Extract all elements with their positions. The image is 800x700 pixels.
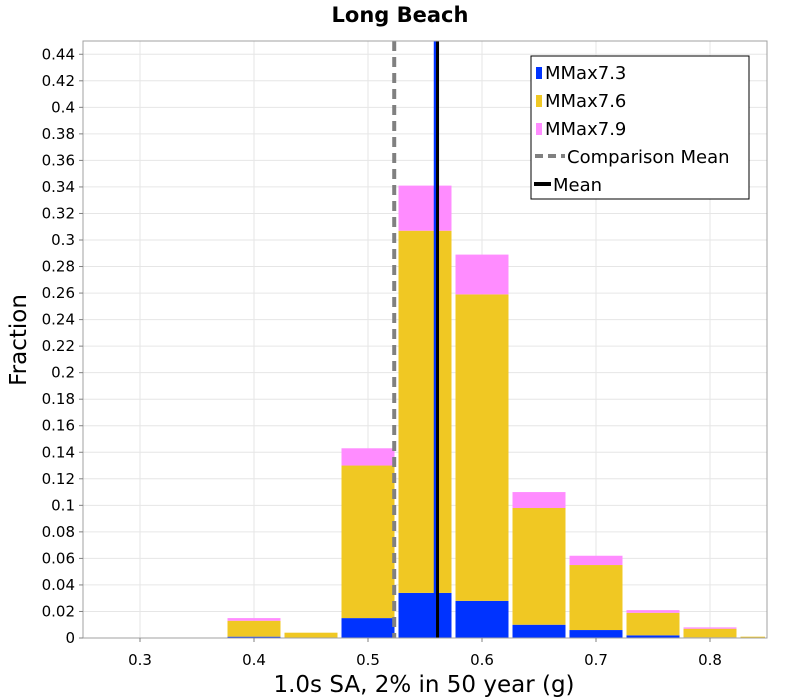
y-axis-label: Fraction xyxy=(6,294,32,386)
bar-mmax7-9-segment xyxy=(341,448,395,466)
y-tick-label: 0.32 xyxy=(42,204,75,222)
bar-mmax7-6-segment xyxy=(569,565,623,631)
bar-mmax7-6-segment xyxy=(626,612,680,636)
y-tick-label: 0.04 xyxy=(42,576,75,594)
bar-mmax7-6-segment xyxy=(227,620,281,637)
y-tick-label: 0.24 xyxy=(42,311,75,329)
y-tick-label: 0.2 xyxy=(51,364,75,382)
bar-mmax7-6-segment xyxy=(398,230,452,593)
chart-title: Long Beach xyxy=(332,3,469,27)
y-tick-label: 0.42 xyxy=(42,72,75,90)
y-tick-label: 0.06 xyxy=(42,549,75,567)
legend: MMax7.3 MMax7.6 MMax7.9 Comparison Mean Mean xyxy=(530,55,750,200)
bar-mmax7-3-segment xyxy=(398,592,452,638)
bar-mmax7-6-segment xyxy=(740,636,765,638)
bar-mmax7-9-segment xyxy=(569,555,623,566)
y-tick-label: 0.38 xyxy=(42,125,75,143)
y-tick-label: 0.08 xyxy=(42,523,75,541)
bar-mmax7-9-segment xyxy=(398,185,452,231)
bar-mmax7-3-segment xyxy=(227,636,281,638)
x-axis-label: 1.0s SA, 2% in 50 year (g) xyxy=(273,672,574,698)
bar-mmax7-3-segment xyxy=(626,635,680,638)
y-tick-label: 0.18 xyxy=(42,390,75,408)
bar-mmax7-6-segment xyxy=(455,294,509,601)
x-tick-label: 0.4 xyxy=(242,651,266,669)
bar-mmax7-9-segment xyxy=(227,618,281,621)
x-axis-ticks: 0.3 0.4 0.5 0.6 0.7 0.8 xyxy=(128,638,722,669)
x-tick-label: 0.6 xyxy=(470,651,494,669)
bar-mmax7-6-segment xyxy=(683,628,737,638)
y-tick-label: 0.26 xyxy=(42,284,75,302)
y-tick-label: 0.14 xyxy=(42,443,75,461)
y-tick-label: 0.3 xyxy=(51,231,75,249)
legend-label: Comparison Mean xyxy=(567,147,730,168)
y-tick-label: 0.36 xyxy=(42,151,75,169)
x-tick-label: 0.3 xyxy=(128,651,152,669)
bar-mmax7-6-segment xyxy=(284,632,338,638)
y-tick-label: 0.02 xyxy=(42,602,75,620)
legend-label: MMax7.3 xyxy=(545,63,626,84)
plot-frame xyxy=(82,40,768,639)
bar-mmax7-3-segment xyxy=(455,600,509,638)
bars-group xyxy=(227,185,765,638)
y-tick-label: 0.16 xyxy=(42,417,75,435)
y-tick-label: 0.1 xyxy=(51,496,75,514)
y-tick-label: 0.28 xyxy=(42,258,75,276)
y-tick-label: 0.44 xyxy=(42,45,75,63)
y-tick-label: 0 xyxy=(65,629,75,647)
legend-box xyxy=(530,55,750,200)
legend-label: Mean xyxy=(553,175,602,196)
mean-lines xyxy=(392,41,440,638)
bar-mmax7-6-segment xyxy=(512,507,566,625)
bar-mmax7-9-segment xyxy=(455,254,509,295)
y-tick-label: 0.4 xyxy=(51,98,75,116)
y-tick-label: 0.12 xyxy=(42,470,75,488)
bar-mmax7-3-segment xyxy=(512,624,566,638)
y-tick-label: 0.22 xyxy=(42,337,75,355)
bar-mmax7-6-segment xyxy=(341,465,395,619)
x-tick-label: 0.8 xyxy=(698,651,722,669)
y-tick-label: 0.34 xyxy=(42,178,75,196)
bar-mmax7-3-segment xyxy=(569,630,623,638)
bar-mmax7-3-segment xyxy=(341,618,395,638)
x-tick-label: 0.7 xyxy=(584,651,608,669)
x-tick-label: 0.5 xyxy=(356,651,380,669)
legend-swatch xyxy=(536,95,542,107)
legend-swatch xyxy=(536,123,542,135)
y-axis-ticks: 0 0.02 0.04 0.06 0.08 0.1 0.12 0.14 0.16 0.18 0.2 0… xyxy=(42,45,83,647)
legend-label: MMax7.9 xyxy=(545,119,626,140)
legend-swatch xyxy=(536,67,542,79)
bar-mmax7-9-segment xyxy=(626,610,680,613)
bar-mmax7-9-segment xyxy=(512,492,566,508)
legend-label: MMax7.6 xyxy=(545,91,626,112)
bar-mmax7-9-segment xyxy=(683,627,737,629)
